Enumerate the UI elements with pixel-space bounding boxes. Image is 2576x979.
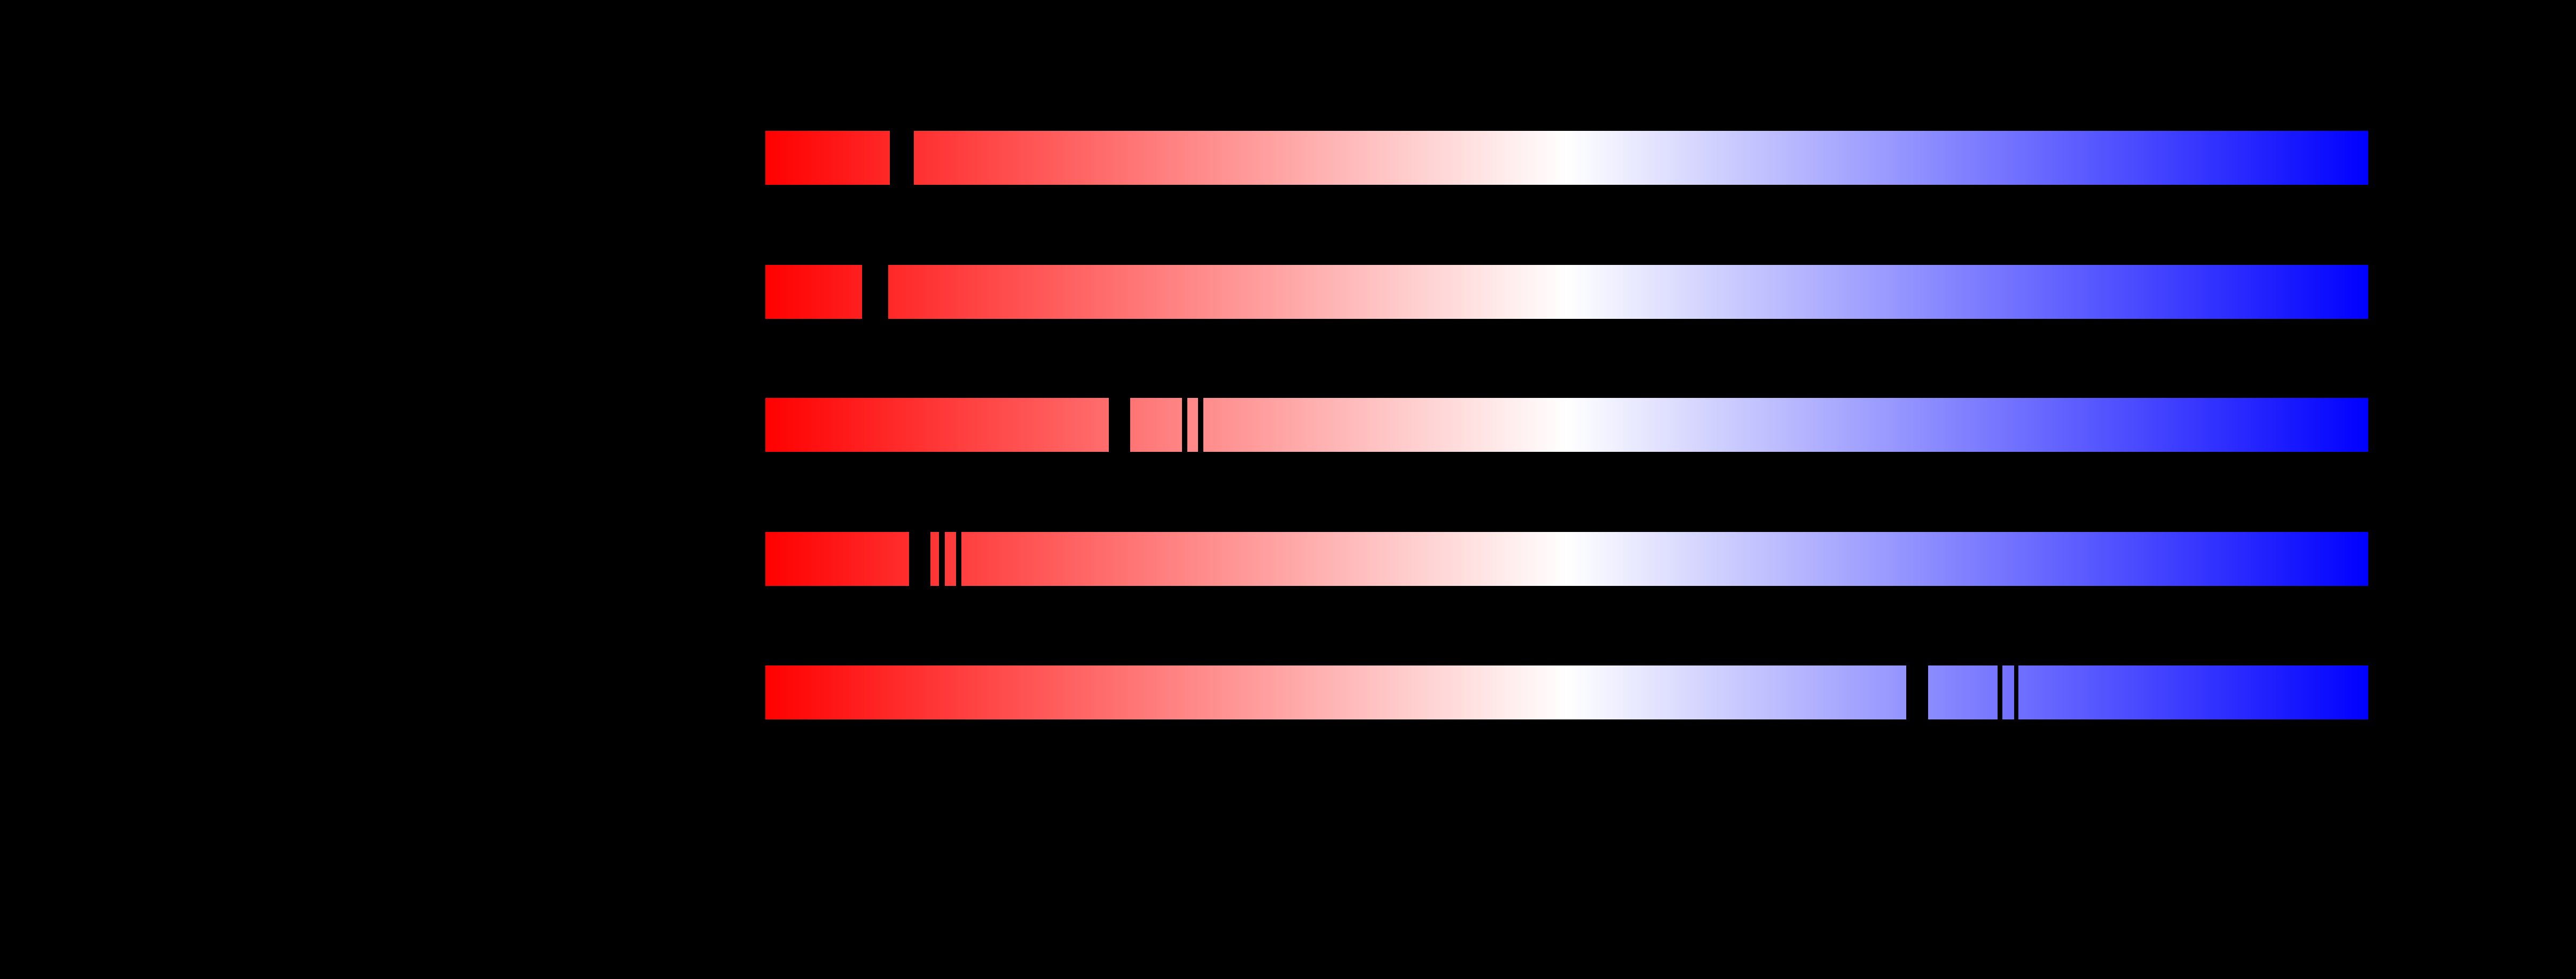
interval-marker-thin — [2014, 665, 2018, 719]
gradient-strip-row — [765, 665, 2368, 719]
interval-marker-thin — [1197, 398, 1203, 452]
interval-marker-thick — [862, 265, 888, 319]
interval-marker-thin — [1997, 665, 2002, 719]
gradient-strip-row — [765, 131, 2368, 185]
interval-marker-thick — [1906, 665, 1928, 719]
interval-marker-thin — [939, 532, 945, 586]
interval-marker-thick — [1109, 398, 1131, 452]
interval-marker-thick — [889, 131, 914, 185]
interval-marker-thick — [909, 532, 931, 586]
gradient-strip-row — [765, 265, 2368, 319]
interval-marker-thin — [1181, 398, 1187, 452]
gradient-strip-row — [765, 532, 2368, 586]
gradient-strip-row — [765, 398, 2368, 452]
interval-marker-thin — [956, 532, 961, 586]
